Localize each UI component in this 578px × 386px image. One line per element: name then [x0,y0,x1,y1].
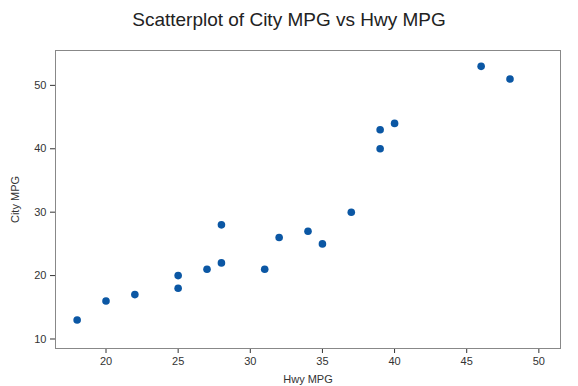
svg-text:50: 50 [533,355,545,367]
svg-text:50: 50 [34,79,46,91]
svg-text:45: 45 [461,355,473,367]
html-text:Scatterplot of City MPG vs Hwy: Scatterplot of City MPG vs Hwy MPG [132,9,446,30]
svg-text:40: 40 [388,355,400,367]
svg-text:20: 20 [34,269,46,281]
svg-text:40: 40 [34,142,46,154]
svg-text:Hwy MPG: Hwy MPG [283,373,333,385]
svg-text:30: 30 [244,355,256,367]
svg-text:30: 30 [34,206,46,218]
svg-text:City MPG: City MPG [9,176,21,223]
svg-text:20: 20 [100,355,112,367]
svg-text:25: 25 [172,355,184,367]
svg-text:10: 10 [34,333,46,345]
svg-text:35: 35 [316,355,328,367]
